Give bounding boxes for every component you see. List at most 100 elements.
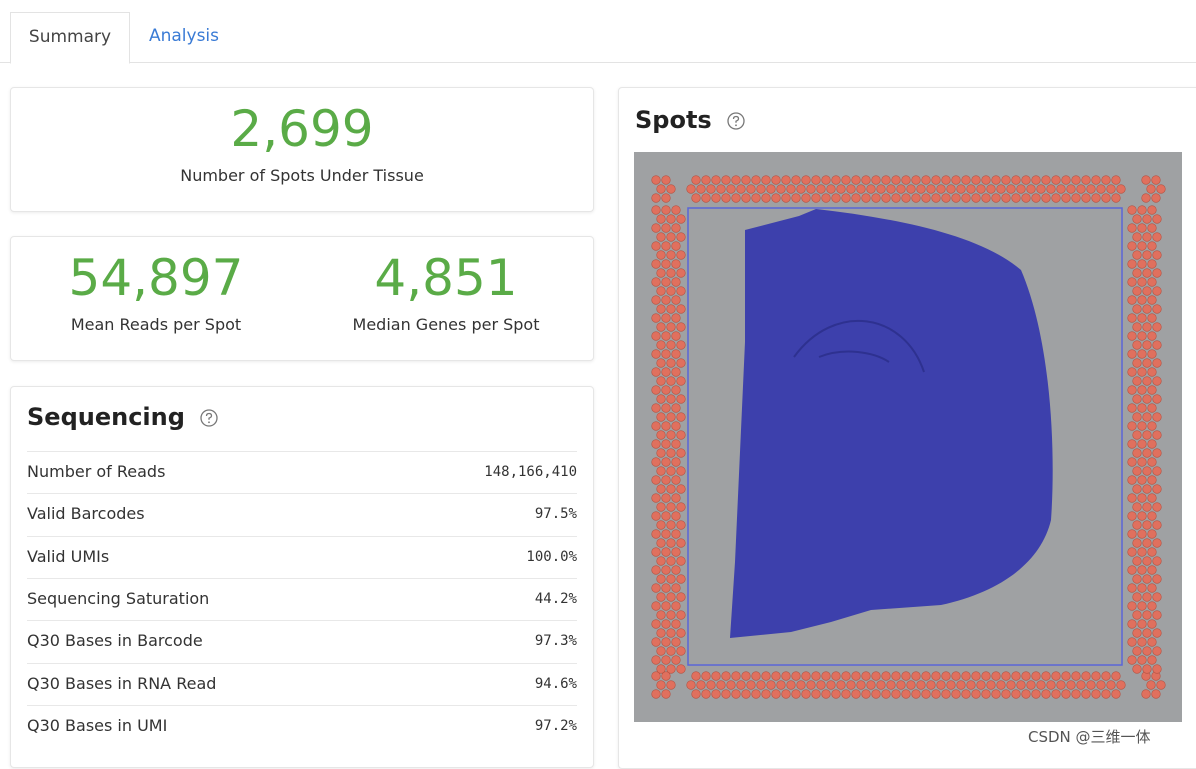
fiducial-spot: [1132, 484, 1142, 494]
fiducial-spot: [1006, 680, 1016, 690]
fiducial-spot: [1132, 286, 1142, 296]
fiducial-spot: [1147, 367, 1157, 377]
fiducial-spot: [961, 671, 971, 681]
metric-name: Q30 Bases in UMI: [27, 715, 168, 735]
fiducial-spot: [656, 664, 666, 674]
metric-value: 148,166,410: [484, 464, 577, 480]
fiducial-spot: [1137, 331, 1147, 341]
fiducial-spot: [751, 193, 761, 203]
fiducial-spot: [906, 184, 916, 194]
fiducial-spot: [1137, 421, 1147, 431]
fiducial-spot: [941, 193, 951, 203]
fiducial-spot: [1031, 193, 1041, 203]
fiducial-spot: [771, 689, 781, 699]
help-icon[interactable]: [726, 111, 746, 131]
fiducial-spot: [701, 175, 711, 185]
fiducial-spot: [971, 193, 981, 203]
metric-name: Valid Barcodes: [27, 504, 145, 524]
fiducial-spot: [821, 689, 831, 699]
fiducial-spot: [911, 175, 921, 185]
fiducial-spot: [651, 493, 661, 503]
watermark: CSDN @三维一体: [1028, 728, 1151, 746]
metric-value: 54,897: [68, 249, 244, 307]
fiducial-spot: [756, 184, 766, 194]
tab-analysis[interactable]: Analysis: [148, 26, 220, 46]
fiducial-spot: [1151, 175, 1161, 185]
fiducial-spot: [1046, 680, 1056, 690]
fiducial-spot: [656, 358, 666, 368]
metric-name: Sequencing Saturation: [27, 588, 210, 608]
fiducial-spot: [1071, 175, 1081, 185]
fiducial-spot: [1152, 286, 1162, 296]
fiducial-spot: [1152, 556, 1162, 566]
fiducial-spot: [1132, 340, 1142, 350]
fiducial-spot: [1036, 680, 1046, 690]
fiducial-spot: [1152, 466, 1162, 476]
fiducial-spot: [656, 304, 666, 314]
fiducial-spot: [656, 322, 666, 332]
fiducial-spot: [676, 484, 686, 494]
fiducial-spot: [981, 175, 991, 185]
fiducial-spot: [736, 184, 746, 194]
help-icon[interactable]: [199, 408, 219, 428]
fiducial-spot: [1152, 304, 1162, 314]
fiducial-spot: [1101, 193, 1111, 203]
fiducial-spot: [656, 646, 666, 656]
fiducial-spot: [1152, 664, 1162, 674]
fiducial-spot: [661, 637, 671, 647]
fiducial-spot: [926, 680, 936, 690]
fiducial-spot: [671, 529, 681, 539]
fiducial-spot: [1142, 268, 1152, 278]
fiducial-spot: [816, 680, 826, 690]
fiducial-spot: [1152, 502, 1162, 512]
fiducial-spot: [651, 689, 661, 699]
fiducial-spot: [661, 175, 671, 185]
tab-summary[interactable]: Summary: [10, 12, 130, 64]
fiducial-spot: [1147, 295, 1157, 305]
fiducial-spot: [1137, 349, 1147, 359]
fiducial-spot: [741, 193, 751, 203]
tab-line: [0, 62, 1196, 63]
fiducial-spot: [921, 671, 931, 681]
fiducial-spot: [871, 671, 881, 681]
fiducial-spot: [1127, 223, 1137, 233]
fiducial-spot: [1061, 193, 1071, 203]
fiducial-spot: [676, 502, 686, 512]
fiducial-spot: [1116, 680, 1126, 690]
fiducial-spot: [711, 689, 721, 699]
fiducial-spot: [1132, 448, 1142, 458]
fiducial-spot: [1106, 680, 1116, 690]
fiducial-spot: [811, 175, 821, 185]
fiducial-spot: [841, 175, 851, 185]
fiducial-spot: [656, 556, 666, 566]
fiducial-spot: [771, 175, 781, 185]
fiducial-spot: [766, 680, 776, 690]
fiducial-spot: [896, 184, 906, 194]
fiducial-spot: [731, 671, 741, 681]
metric-row: Valid UMIs 100.0%: [27, 535, 577, 579]
fiducial-spot: [656, 184, 666, 194]
fiducial-spot: [666, 538, 676, 548]
fiducial-spot: [671, 565, 681, 575]
fiducial-spot: [651, 367, 661, 377]
fiducial-spot: [651, 175, 661, 185]
fiducial-spot: [976, 680, 986, 690]
fiducial-spot: [706, 184, 716, 194]
fiducial-spot: [1101, 175, 1111, 185]
fiducial-spot: [721, 671, 731, 681]
fiducial-spot: [651, 671, 661, 681]
fiducial-spot: [806, 680, 816, 690]
fiducial-spot: [1026, 184, 1036, 194]
fiducial-spot: [1142, 538, 1152, 548]
fiducial-spot: [991, 175, 1001, 185]
fiducial-spot: [656, 628, 666, 638]
fiducial-spot: [741, 671, 751, 681]
fiducial-spot: [921, 175, 931, 185]
fiducial-spot: [651, 601, 661, 611]
fiducial-spot: [931, 671, 941, 681]
fiducial-spot: [1127, 475, 1137, 485]
fiducial-spot: [676, 574, 686, 584]
fiducial-spot: [1152, 232, 1162, 242]
fiducial-spot: [661, 619, 671, 629]
